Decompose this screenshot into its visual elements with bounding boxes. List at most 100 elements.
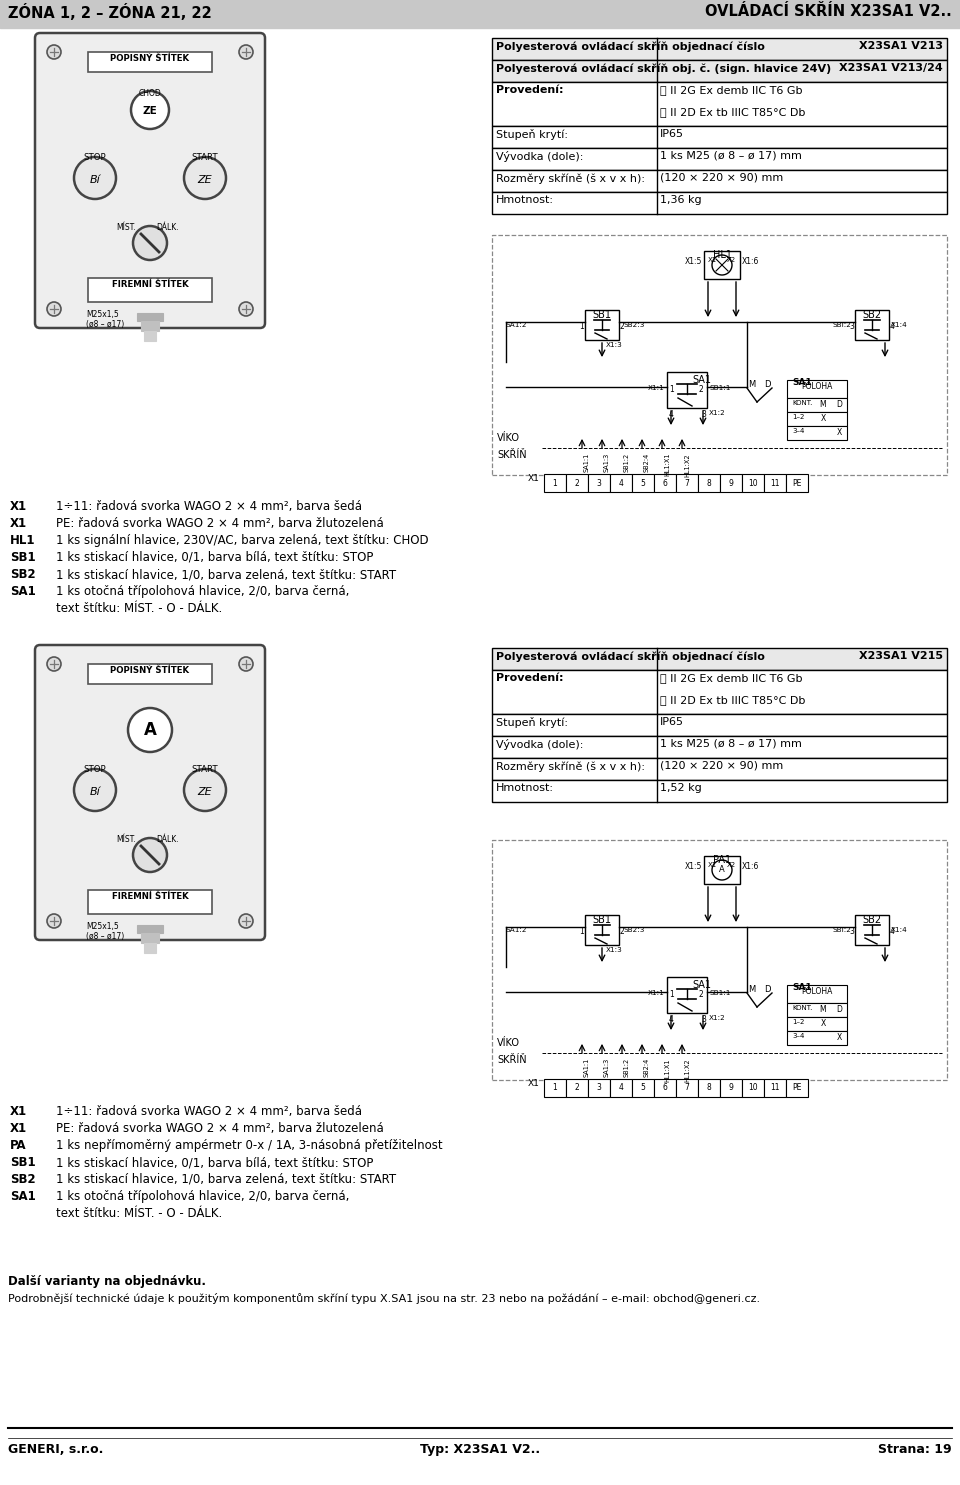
Text: X: X <box>836 1034 842 1042</box>
Text: text štítku: MÍST. - O - DÁLK.: text štítku: MÍST. - O - DÁLK. <box>56 1207 223 1221</box>
Text: 5: 5 <box>640 1084 645 1093</box>
Text: X2: X2 <box>727 257 736 263</box>
Text: SB1: SB1 <box>10 551 36 564</box>
Text: 11: 11 <box>770 1084 780 1093</box>
Text: text štítku: MÍST. - O - DÁLK.: text štítku: MÍST. - O - DÁLK. <box>56 601 223 615</box>
Circle shape <box>184 769 226 811</box>
Circle shape <box>74 769 116 811</box>
Text: SB2: SB2 <box>862 915 881 925</box>
Text: Polyesterová ovládací skříň obj. č. (sign. hlavice 24V): Polyesterová ovládací skříň obj. č. (sig… <box>496 62 831 73</box>
Text: 1: 1 <box>669 385 674 394</box>
Text: SA1:3: SA1:3 <box>604 1057 610 1077</box>
Text: X: X <box>821 1019 826 1028</box>
Bar <box>144 943 156 953</box>
Circle shape <box>239 301 253 316</box>
FancyBboxPatch shape <box>35 644 265 940</box>
Text: FIREMNÍ ŠTÍTEK: FIREMNÍ ŠTÍTEK <box>111 892 188 901</box>
Bar <box>492 39 947 59</box>
Text: POLOHA: POLOHA <box>802 382 832 391</box>
Text: ⓪ II 2G Ex demb IIC T6 Gb: ⓪ II 2G Ex demb IIC T6 Gb <box>660 673 803 683</box>
Bar <box>787 1002 847 1017</box>
Text: ⓪ II 2D Ex tb IIIC T85°C Db: ⓪ II 2D Ex tb IIIC T85°C Db <box>660 695 805 705</box>
Text: START: START <box>192 153 218 162</box>
Bar <box>492 737 947 757</box>
Text: D: D <box>764 380 770 389</box>
Bar <box>787 985 847 1002</box>
Bar <box>0 0 960 28</box>
Text: 1,36 kg: 1,36 kg <box>660 195 702 205</box>
Text: POPISNÝ ŠTÍTEK: POPISNÝ ŠTÍTEK <box>110 53 189 62</box>
Text: X1: X1 <box>10 1123 27 1135</box>
Text: X1:5: X1:5 <box>684 257 702 266</box>
Text: 3–4: 3–4 <box>792 428 804 434</box>
Text: (ø8 – ø17): (ø8 – ø17) <box>86 933 124 941</box>
Text: PA: PA <box>10 1139 27 1152</box>
Text: HL1:X2: HL1:X2 <box>684 1057 690 1081</box>
Bar <box>786 474 808 492</box>
Bar <box>492 780 947 802</box>
Text: SB1: SB1 <box>592 310 612 319</box>
Circle shape <box>712 860 732 881</box>
Text: HL1:X1: HL1:X1 <box>664 453 670 477</box>
Text: SA1: SA1 <box>10 1189 36 1203</box>
Circle shape <box>133 838 167 872</box>
Bar <box>704 855 740 884</box>
Text: IP65: IP65 <box>660 717 684 728</box>
Bar <box>698 1080 720 1097</box>
Text: 1 ks stiskací hlavice, 0/1, barva bílá, text štítku: STOP: 1 ks stiskací hlavice, 0/1, barva bílá, … <box>56 1155 373 1169</box>
Text: 4: 4 <box>669 1016 674 1025</box>
Text: M25x1,5: M25x1,5 <box>86 310 119 319</box>
Text: 7: 7 <box>684 478 689 487</box>
Text: X1: X1 <box>708 861 717 869</box>
Bar <box>632 1080 654 1097</box>
Text: 2: 2 <box>698 385 703 394</box>
Text: 1,52 kg: 1,52 kg <box>660 783 702 793</box>
Bar <box>632 474 654 492</box>
Text: ⓪ II 2D Ex tb IIIC T85°C Db: ⓪ II 2D Ex tb IIIC T85°C Db <box>660 107 805 117</box>
Text: ⓪ II 2G Ex demb IIC T6 Gb: ⓪ II 2G Ex demb IIC T6 Gb <box>660 85 803 95</box>
Bar <box>88 278 212 301</box>
Bar <box>667 977 707 1013</box>
Text: M: M <box>749 380 756 389</box>
Text: Provedení:: Provedení: <box>496 673 564 683</box>
Circle shape <box>47 301 61 316</box>
Bar <box>742 1080 764 1097</box>
Bar <box>720 1080 742 1097</box>
Circle shape <box>47 656 61 671</box>
Text: (120 × 220 × 90) mm: (120 × 220 × 90) mm <box>660 172 783 183</box>
Bar <box>704 251 740 279</box>
Text: Bí: Bí <box>89 787 101 797</box>
Text: X23SA1 V213: X23SA1 V213 <box>859 42 943 50</box>
Text: X1:5: X1:5 <box>684 861 702 872</box>
Text: SA1:3: SA1:3 <box>604 453 610 472</box>
Text: X1:6: X1:6 <box>742 257 759 266</box>
Bar <box>742 474 764 492</box>
Text: 1–2: 1–2 <box>792 1019 804 1025</box>
Circle shape <box>133 226 167 260</box>
Bar <box>141 933 159 943</box>
Text: X2: X2 <box>727 861 736 869</box>
Bar <box>610 474 632 492</box>
Text: X: X <box>821 414 826 423</box>
Text: X23SA1 V215: X23SA1 V215 <box>859 650 943 661</box>
Text: HL1:X2: HL1:X2 <box>684 453 690 477</box>
Text: 11: 11 <box>770 478 780 487</box>
Text: PE: řadová svorka WAGO 2 × 4 mm², barva žlutozelená: PE: řadová svorka WAGO 2 × 4 mm², barva … <box>56 1123 384 1135</box>
Text: 1 ks otočná třípolohová hlavice, 2/0, barva černá,: 1 ks otočná třípolohová hlavice, 2/0, ba… <box>56 1189 349 1203</box>
Text: Strana: 19: Strana: 19 <box>878 1443 952 1455</box>
Circle shape <box>74 157 116 199</box>
Text: 9: 9 <box>729 478 733 487</box>
Text: 2: 2 <box>575 478 580 487</box>
Text: SBI:2: SBI:2 <box>832 322 851 328</box>
Text: DÁLK.: DÁLK. <box>156 223 179 232</box>
Bar <box>588 474 610 492</box>
Text: 6: 6 <box>662 1084 667 1093</box>
Bar <box>88 52 212 71</box>
Text: SB2: SB2 <box>862 310 881 319</box>
Text: 2: 2 <box>575 1084 580 1093</box>
Bar <box>585 915 619 944</box>
Text: SB2: SB2 <box>10 1173 36 1187</box>
Text: X1:3: X1:3 <box>606 342 623 347</box>
Bar <box>144 331 156 342</box>
Text: MÍST.: MÍST. <box>116 223 135 232</box>
